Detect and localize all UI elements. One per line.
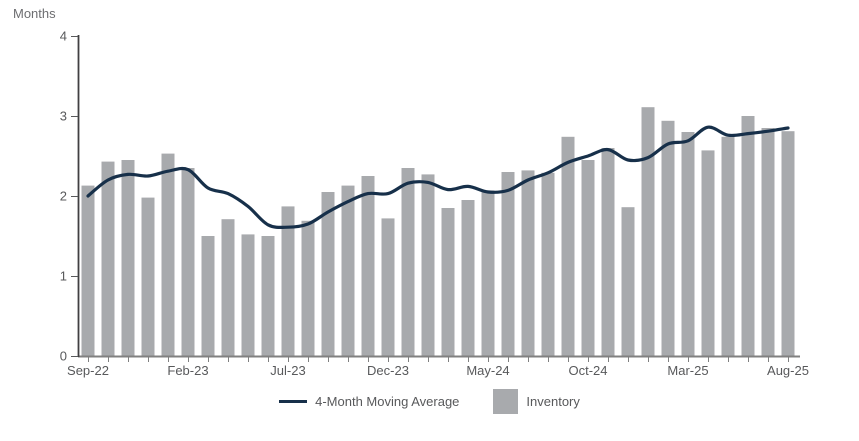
y-tick-label: 4 (60, 29, 67, 44)
inventory-bar (261, 236, 275, 356)
inventory-bar (641, 107, 655, 356)
inventory-bar (101, 161, 115, 356)
inventory-bar (221, 219, 235, 356)
inventory-bar (461, 200, 475, 356)
inventory-bar (161, 153, 175, 356)
y-tick-label: 0 (60, 349, 67, 364)
inventory-bar (141, 197, 155, 356)
y-axis-ticks: 0 1 2 3 4 (60, 29, 78, 364)
inventory-bar (441, 208, 455, 356)
inventory-bar (341, 185, 355, 356)
inventory-bar (201, 236, 215, 356)
x-tick-label: Aug-25 (767, 363, 809, 378)
x-tick-label: Oct-24 (568, 363, 607, 378)
inventory-bar (241, 234, 255, 356)
inventory-chart: Sep-22 Feb-23 Jul-23 Dec-23 May-24 Oct-24 Mar-… (60, 29, 809, 379)
inventory-bar (281, 206, 295, 356)
inventory-bar (661, 120, 675, 356)
inventory-bar (581, 160, 595, 356)
inventory-bar (181, 168, 195, 356)
inventory-bar (621, 207, 635, 356)
y-tick-label: 1 (60, 269, 67, 284)
legend-item-moving-average: 4-Month Moving Average (279, 394, 459, 409)
inventory-label: Inventory (526, 393, 580, 409)
y-tick-label: 2 (60, 189, 67, 204)
inventory-bar (721, 136, 735, 356)
inventory-bar (701, 150, 715, 356)
inventory-bar (321, 192, 335, 356)
inventory-bar (541, 172, 555, 356)
inventory-bar (781, 131, 795, 356)
moving-average-line (86, 125, 790, 230)
moving-average-label: 4-Month Moving Average (315, 393, 460, 409)
inventory-bars-group (81, 107, 795, 356)
x-axis-ticks: Sep-22 Feb-23 Jul-23 Dec-23 May-24 Oct-24 Mar-… (67, 357, 809, 378)
inventory-bar (681, 132, 695, 356)
inventory-bar (481, 190, 495, 356)
y-axis-title: Months (13, 6, 56, 21)
inventory-bar (421, 174, 435, 356)
inventory-bar (381, 218, 395, 356)
legend-item-inventory: Inventory (493, 388, 580, 414)
x-tick-label: Jul-23 (270, 363, 305, 378)
inventory-bar (561, 136, 575, 356)
x-tick-label: Feb-23 (167, 363, 208, 378)
inventory-bar (401, 168, 415, 356)
inventory-bar (121, 160, 135, 356)
x-tick-label: May-24 (466, 363, 509, 378)
inventory-swatch (493, 388, 519, 414)
inventory-bar (741, 116, 755, 356)
x-tick-label: Dec-23 (367, 363, 409, 378)
moving-average-line-swatch (279, 399, 308, 403)
inventory-bar (301, 220, 315, 356)
y-tick-label: 3 (60, 109, 67, 124)
inventory-bar (361, 176, 375, 356)
inventory-bar (501, 172, 515, 356)
inventory-bar (601, 148, 615, 356)
legend: 4-Month Moving Average Inventory (0, 387, 859, 415)
inventory-bar (81, 185, 95, 356)
x-tick-label: Sep-22 (67, 363, 109, 378)
inventory-bar (521, 170, 535, 356)
inventory-bar (761, 128, 775, 356)
x-tick-label: Mar-25 (667, 363, 708, 378)
